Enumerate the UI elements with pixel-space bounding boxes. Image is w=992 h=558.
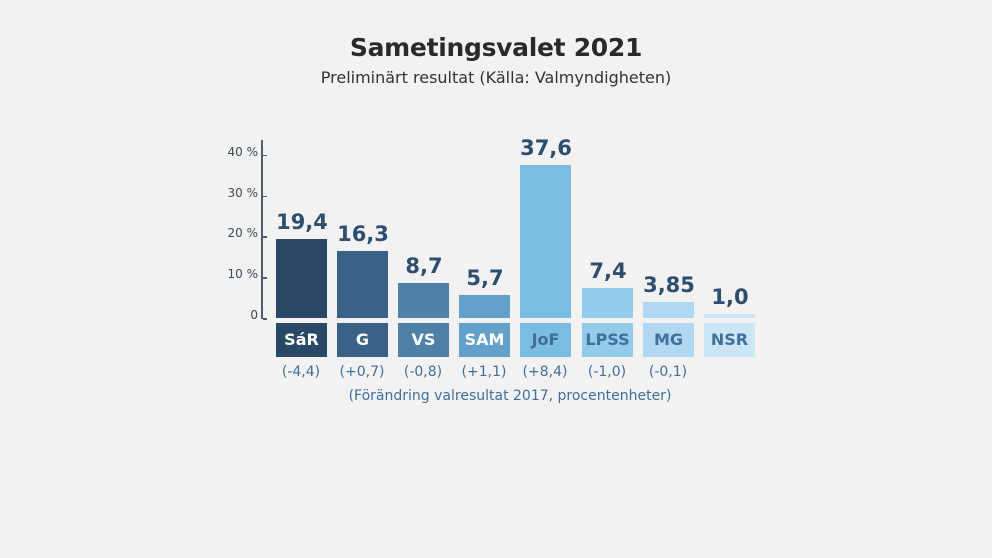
footnote: (Förändring valresultat 2017, procentenh…	[348, 388, 672, 404]
y-tick	[263, 195, 267, 198]
party-label: VS	[398, 323, 449, 357]
bar-vs	[398, 282, 449, 318]
bar-lpss	[582, 287, 633, 318]
y-tick-label: 20 %	[227, 226, 259, 241]
change-label: (+1,1)	[461, 364, 507, 380]
bar-mg	[643, 302, 694, 318]
bar-sár	[276, 238, 327, 318]
party-label: G	[337, 323, 388, 357]
party-label: JoF	[520, 323, 571, 357]
change-label: (-4,4)	[281, 364, 321, 380]
y-axis	[261, 140, 263, 319]
bar-sam	[459, 294, 510, 318]
bar-value-label: 7,4	[589, 258, 627, 283]
y-tick	[263, 236, 267, 238]
bar-value-label: 19,4	[276, 209, 328, 234]
change-label: (-0,1)	[648, 364, 688, 380]
party-label: SáR	[276, 323, 327, 357]
bar-g	[337, 251, 388, 318]
party-label: NSR	[704, 323, 755, 357]
y-tick	[263, 154, 267, 157]
change-label: (+8,4)	[522, 364, 568, 380]
bar-value-label: 16,3	[337, 222, 389, 247]
change-label: (+0,7)	[339, 364, 385, 380]
y-tick	[263, 277, 267, 279]
party-label: MG	[643, 323, 694, 357]
change-label: (-0,8)	[403, 364, 443, 380]
bar-value-label: 1,0	[711, 284, 749, 309]
y-tick-label: 0	[250, 308, 258, 322]
bar-value-label: 3,85	[643, 273, 695, 298]
bar-value-label: 8,7	[405, 253, 443, 278]
y-tick-label: 40 %	[227, 144, 259, 159]
bar-jof	[520, 164, 571, 318]
bar-nsr	[704, 313, 755, 318]
chart-title: Sametingsvalet 2021	[349, 33, 643, 62]
party-label: SAM	[459, 323, 510, 357]
y-tick	[263, 318, 267, 320]
bar-value-label: 37,6	[520, 135, 572, 160]
party-label: LPSS	[582, 323, 633, 357]
y-tick-label: 10 %	[227, 267, 259, 282]
y-tick-label: 30 %	[227, 185, 259, 200]
chart-subtitle: Preliminärt resultat (Källa: Valmyndighe…	[320, 68, 672, 87]
change-label: (-1,0)	[587, 364, 627, 380]
bar-value-label: 5,7	[466, 265, 504, 290]
